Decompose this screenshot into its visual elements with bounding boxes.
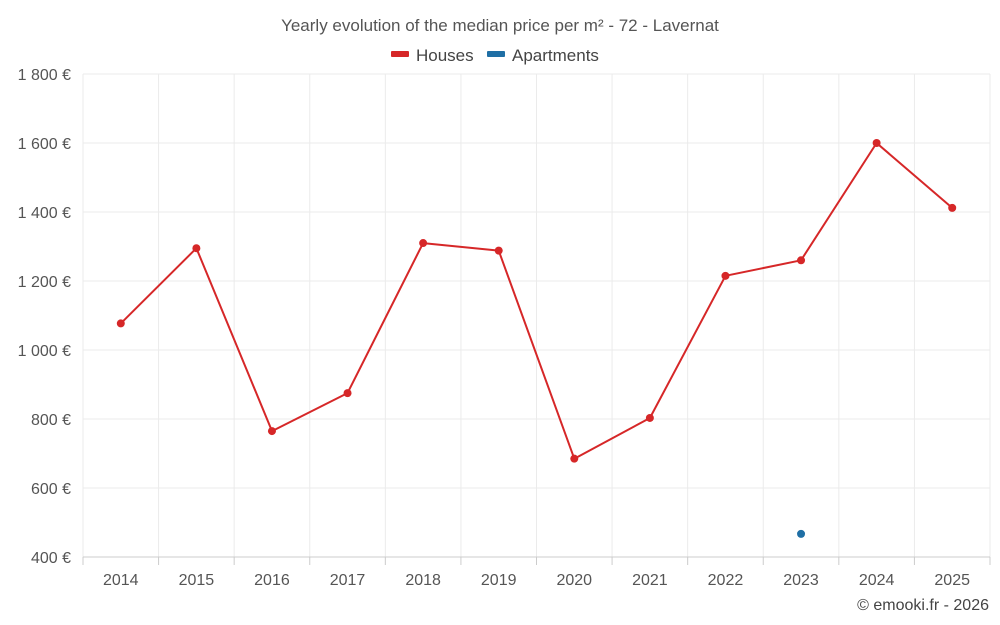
x-tick-label: 2017 (330, 572, 366, 589)
data-point-houses-2019 (494, 246, 503, 255)
data-point-houses-2023 (797, 256, 806, 265)
legend-label-houses[interactable]: Houses (416, 46, 474, 65)
x-tick-label: 2019 (481, 572, 517, 589)
data-point-houses-2021 (645, 413, 654, 422)
x-tick-label: 2025 (934, 572, 970, 589)
chart-title: Yearly evolution of the median price per… (281, 16, 719, 35)
x-tick-label: 2020 (556, 572, 592, 589)
data-point-houses-2020 (570, 454, 579, 463)
x-tick-label: 2015 (179, 572, 215, 589)
data-point-houses-2025 (948, 203, 957, 212)
y-tick-label: 1 200 € (18, 274, 71, 291)
data-point-houses-2014 (116, 319, 125, 328)
x-tick-label: 2016 (254, 572, 290, 589)
x-tick-label: 2021 (632, 572, 668, 589)
y-tick-label: 1 600 € (18, 136, 71, 153)
series-line-houses (119, 142, 954, 460)
y-tick-label: 600 € (31, 481, 71, 498)
legend-swatch-houses (391, 51, 409, 57)
y-tick-label: 800 € (31, 412, 71, 429)
data-point-houses-2016 (267, 427, 276, 436)
x-tick-label: 2024 (859, 572, 895, 589)
legend-label-apartments[interactable]: Apartments (512, 46, 599, 65)
y-tick-label: 1 800 € (18, 67, 71, 84)
x-tick-label: 2022 (708, 572, 744, 589)
data-point-apartments-2023 (797, 529, 806, 538)
grid (82, 73, 991, 557)
data-point-houses-2024 (872, 139, 881, 147)
y-axis: 400 € 600 € 800 € 1 000 € 1 200 € 1 400 € 1 60… (18, 67, 71, 567)
legend: Houses Apartments (391, 46, 599, 65)
x-tick-label: 2018 (405, 572, 441, 589)
data-point-houses-2018 (419, 239, 428, 248)
series-layer (116, 139, 957, 538)
y-tick-label: 400 € (31, 550, 71, 567)
credit-text: © emooki.fr - 2026 (857, 597, 989, 614)
data-point-houses-2015 (192, 244, 201, 253)
x-axis: 2014 2015 2016 2017 2018 2019 2020 2021 2022 2023… (82, 556, 991, 589)
y-tick-label: 1 000 € (18, 343, 71, 360)
x-tick-label: 2023 (783, 572, 819, 589)
y-tick-label: 1 400 € (18, 205, 71, 222)
data-point-houses-2017 (343, 389, 352, 398)
data-point-houses-2022 (721, 271, 730, 280)
x-tick-label: 2014 (103, 572, 139, 589)
legend-swatch-apartments (487, 51, 505, 57)
